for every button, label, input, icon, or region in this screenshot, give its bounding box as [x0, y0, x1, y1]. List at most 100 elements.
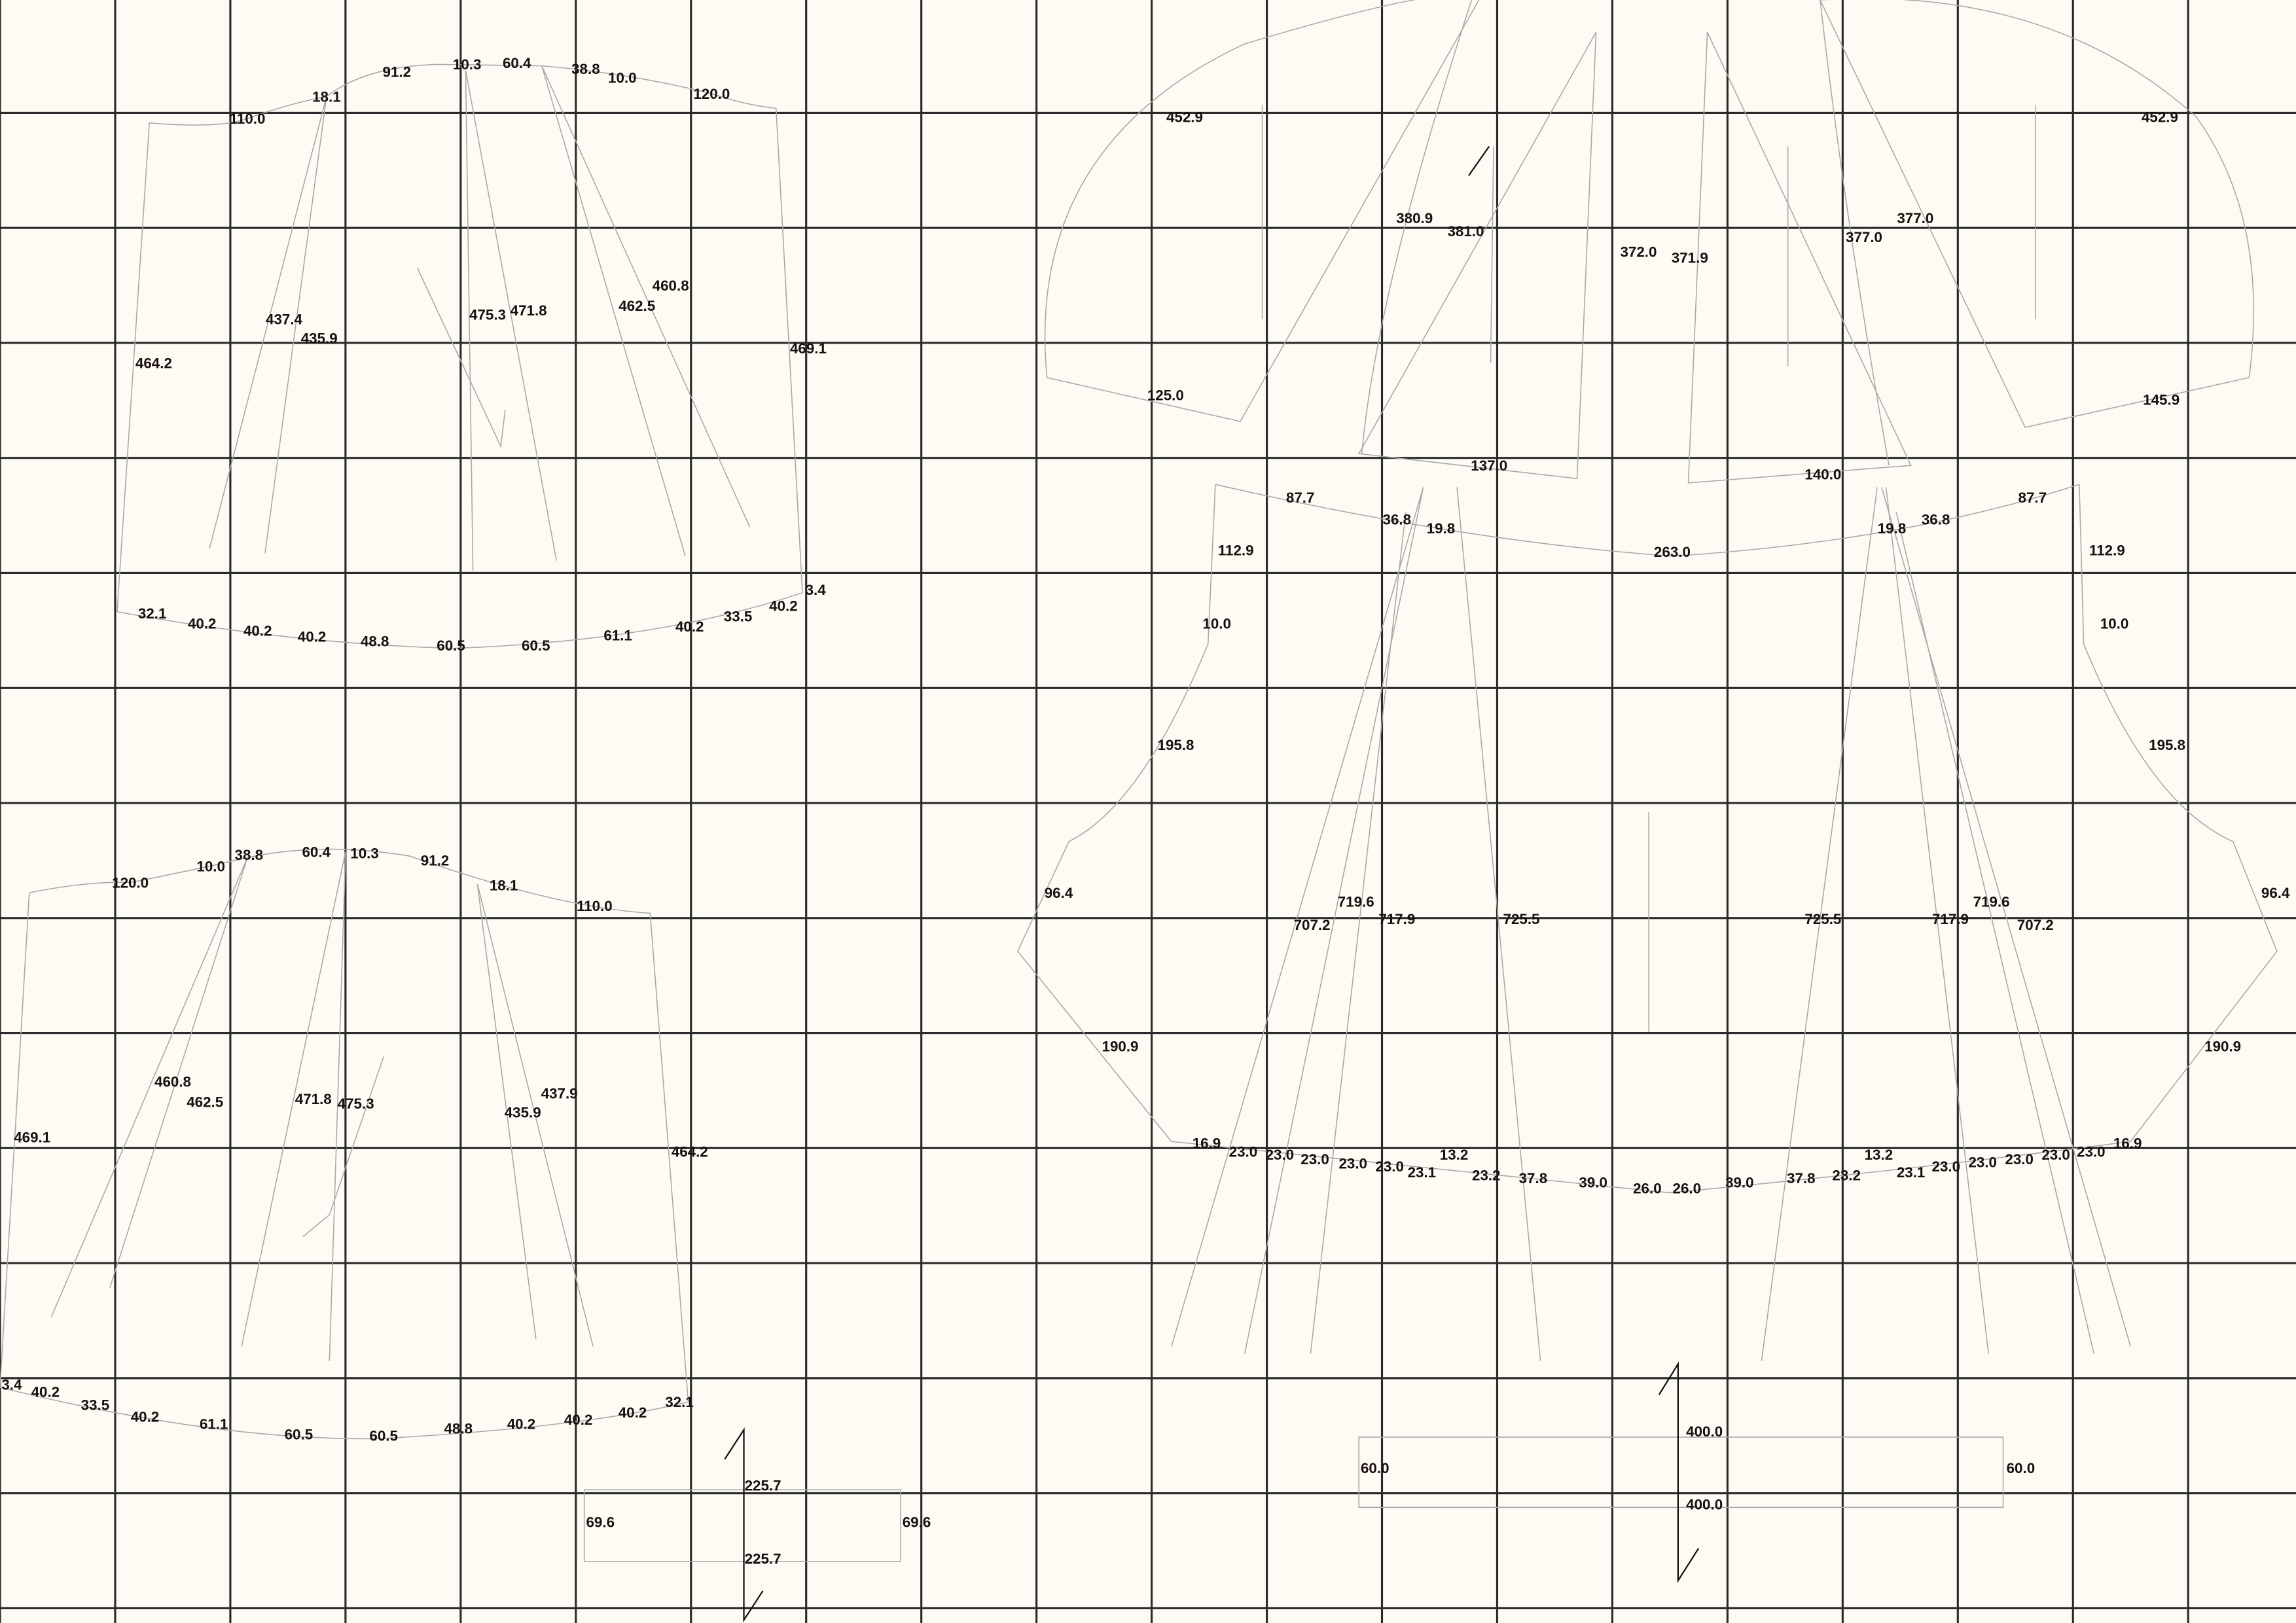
measurement-label: 18.1 [490, 878, 518, 894]
measurement-label: 380.9 [1396, 210, 1433, 226]
measurement-label: 469.1 [790, 340, 827, 357]
measurement-label: 19.8 [1878, 520, 1907, 537]
measurement-label: 471.8 [295, 1091, 332, 1107]
measurement-label: 13.2 [1440, 1147, 1469, 1163]
measurement-label: 32.1 [138, 605, 167, 622]
measurement-label: 23.0 [1338, 1156, 1367, 1172]
measurement-label: 23.0 [2041, 1147, 2070, 1163]
measurement-label: 437.9 [541, 1085, 578, 1101]
measurement-label: 36.8 [1383, 512, 1412, 528]
measurement-label: 462.5 [187, 1094, 223, 1111]
measurement-label: 48.8 [444, 1420, 473, 1436]
measurement-label: 40.2 [298, 629, 327, 645]
measurement-label: 452.9 [2142, 109, 2178, 126]
measurement-label: 10.0 [608, 69, 637, 86]
measurement-label: 140.0 [1804, 466, 1841, 482]
measurement-label: 23.0 [2005, 1151, 2034, 1168]
measurement-label: 60.0 [2007, 1460, 2036, 1476]
measurement-label: 10.3 [350, 846, 379, 862]
measurement-label: 110.0 [230, 111, 266, 127]
measurement-label: 60.4 [302, 844, 331, 860]
measurement-label: 263.0 [1654, 544, 1691, 560]
measurement-label: 717.9 [1378, 911, 1415, 927]
measurement-label: 460.8 [653, 277, 689, 294]
measurement-label: 110.0 [577, 898, 613, 914]
measurement-label: 69.6 [903, 1514, 931, 1531]
measurement-label: 725.5 [1804, 911, 1841, 927]
measurement-label: 32.1 [665, 1394, 694, 1410]
measurement-label: 61.1 [603, 627, 632, 643]
measurement-label: 18.1 [312, 88, 341, 105]
measurement-label: 60.0 [1361, 1460, 1390, 1476]
measurement-label: 23.0 [1229, 1144, 1258, 1160]
measurement-label: 87.7 [2018, 490, 2047, 506]
measurement-label: 13.2 [1865, 1147, 1893, 1163]
measurement-label: 23.2 [1472, 1168, 1501, 1184]
measurement-label: 377.0 [1846, 229, 1882, 245]
measurement-label: 40.2 [507, 1416, 536, 1433]
small-rect-outline [583, 1427, 901, 1623]
measurement-label: 33.5 [81, 1397, 110, 1414]
measurement-label: 452.9 [1166, 109, 1203, 126]
measurement-label: 10.0 [196, 859, 225, 875]
measurement-label: 469.1 [14, 1129, 50, 1145]
measurement-label: 460.8 [154, 1073, 191, 1090]
measurement-label: 91.2 [421, 853, 450, 869]
measurement-label: 26.0 [1633, 1181, 1662, 1197]
measurement-label: 40.2 [675, 618, 704, 635]
measurement-label: 61.1 [200, 1416, 228, 1433]
measurement-label: 60.5 [522, 637, 550, 654]
measurement-label: 190.9 [2204, 1039, 2241, 1055]
measurement-label: 464.2 [135, 355, 172, 371]
measurement-label: 10.0 [2100, 615, 2129, 632]
measurement-label: 60.4 [503, 55, 531, 71]
wide-rect-outline [1358, 145, 2004, 1583]
measurement-label: 719.6 [1973, 893, 2010, 910]
measurement-label: 371.9 [1672, 249, 1708, 266]
measurement-label: 16.9 [2113, 1135, 2142, 1151]
measurement-label: 37.8 [1787, 1170, 1816, 1186]
measurement-label: 435.9 [301, 330, 338, 346]
measurement-label: 190.9 [1102, 1039, 1139, 1055]
lower-left-piece-outline [0, 848, 689, 1440]
measurement-label: 23.0 [1968, 1154, 1997, 1170]
measurement-label: 435.9 [505, 1104, 541, 1120]
measurement-label: 400.0 [1686, 1423, 1723, 1440]
measurement-label: 10.3 [453, 56, 482, 73]
measurement-label: 377.0 [1897, 210, 1933, 226]
measurement-label: 38.8 [235, 847, 264, 863]
measurement-label: 10.0 [1202, 615, 1231, 632]
measurement-label: 40.2 [769, 598, 798, 615]
measurement-label: 19.8 [1427, 520, 1456, 537]
measurement-label: 437.4 [266, 311, 303, 327]
measurement-label: 112.9 [2089, 543, 2125, 559]
measurement-label: 475.3 [469, 307, 506, 323]
measurement-label: 40.2 [564, 1412, 593, 1428]
measurement-label: 26.0 [1673, 1181, 1702, 1197]
measurement-label: 60.5 [437, 637, 465, 654]
measurement-label: 195.8 [1158, 737, 1194, 753]
measurement-label: 475.3 [338, 1096, 374, 1112]
measurement-label: 112.9 [1218, 543, 1254, 559]
measurement-label: 60.5 [285, 1426, 314, 1442]
measurement-label: 719.6 [1338, 893, 1374, 910]
measurement-label: 400.0 [1686, 1497, 1723, 1513]
measurement-label: 120.0 [112, 874, 149, 891]
measurement-label: 48.8 [361, 633, 389, 649]
measurement-label: 16.9 [1193, 1135, 1221, 1151]
measurement-label: 40.2 [619, 1404, 647, 1421]
measurement-label: 38.8 [571, 61, 600, 77]
measurement-label: 462.5 [619, 298, 655, 314]
measurement-label: 3.4 [1, 1376, 22, 1393]
measurement-label: 725.5 [1503, 911, 1540, 927]
measurement-label: 40.2 [188, 615, 217, 632]
measurement-label: 23.1 [1408, 1164, 1437, 1181]
measurement-label: 23.1 [1897, 1164, 1926, 1181]
measurement-label: 471.8 [511, 302, 547, 319]
measurement-label: 23.0 [1375, 1158, 1404, 1175]
measurement-label: 39.0 [1725, 1175, 1754, 1191]
measurement-label: 195.8 [2149, 737, 2185, 753]
measurement-label: 372.0 [1620, 243, 1657, 260]
